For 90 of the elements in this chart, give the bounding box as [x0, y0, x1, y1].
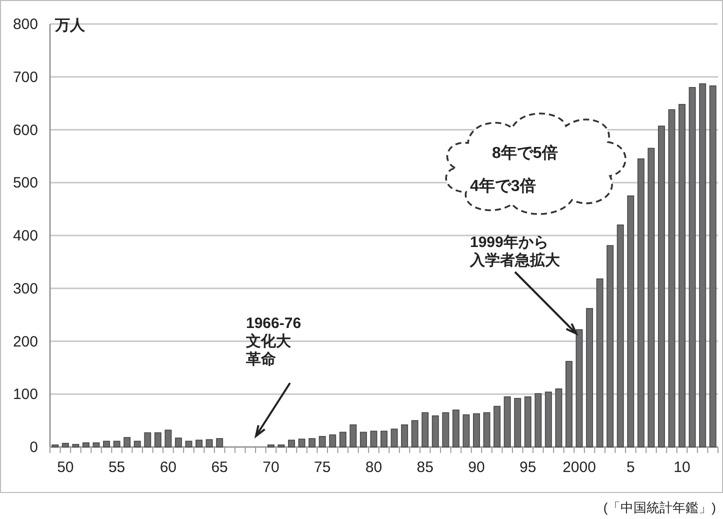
- bar: [473, 413, 480, 448]
- bar: [174, 438, 182, 448]
- bar: [144, 432, 152, 448]
- bar: [658, 126, 665, 448]
- bar: [124, 437, 131, 448]
- bar: [72, 444, 80, 448]
- bar: [350, 424, 357, 448]
- bar: [411, 420, 418, 448]
- bar: [534, 393, 542, 448]
- bar: [288, 440, 295, 448]
- bar: [134, 440, 141, 448]
- annotation: 8年で5倍: [492, 144, 558, 162]
- bar: [688, 87, 696, 448]
- bar: [206, 439, 213, 448]
- y-tick-label: 500: [12, 174, 38, 192]
- y-tick-label: 600: [12, 122, 38, 139]
- bar: [514, 398, 522, 448]
- bar: [422, 412, 429, 448]
- bar: [709, 85, 716, 448]
- text: (「中国統計年鑑」): [603, 500, 716, 515]
- y-tick-label: 300: [12, 280, 38, 298]
- bar: [442, 412, 450, 448]
- y-tick-label: 200: [12, 333, 38, 350]
- bar: [566, 360, 572, 448]
- annotation: 文化大革命: [245, 333, 292, 368]
- bar: [452, 410, 460, 448]
- bar: [524, 396, 532, 448]
- bar: [504, 396, 511, 448]
- bar: [278, 444, 285, 448]
- bar: [637, 158, 644, 448]
- x-tick-label: 5: [626, 459, 635, 476]
- bar: [82, 442, 90, 448]
- y-tick-label: 700: [12, 68, 38, 86]
- bar: [401, 424, 408, 448]
- x-tick-label: 65: [211, 459, 228, 476]
- bar: [380, 430, 388, 448]
- x-tick-label: 60: [160, 459, 177, 476]
- bar: [699, 83, 706, 448]
- bar: [103, 440, 110, 448]
- x-tick-label: 50: [57, 459, 74, 476]
- y-axis-title: 万人: [54, 17, 86, 34]
- bar: [185, 440, 192, 448]
- y-tick-label: 100: [12, 386, 38, 404]
- annotation: 1966-76: [246, 315, 302, 332]
- bar: [339, 432, 346, 448]
- x-tick-label: 70: [262, 459, 280, 476]
- bar: [164, 430, 172, 448]
- bar: [627, 195, 634, 448]
- bar: [483, 412, 490, 448]
- bar: [329, 434, 336, 448]
- bar: [555, 388, 562, 448]
- bar: [606, 245, 614, 448]
- x-tick-label: 80: [365, 459, 382, 476]
- bar: [462, 414, 470, 448]
- bar: [267, 444, 274, 448]
- bar: [113, 440, 120, 448]
- bar: [596, 278, 604, 448]
- x-tick-label: 75: [314, 459, 331, 476]
- annotation: 4年で3倍: [470, 177, 536, 195]
- x-tick-label: 85: [416, 459, 434, 476]
- bar: [52, 444, 59, 448]
- y-tick-label: 0: [30, 439, 38, 456]
- bar: [308, 438, 316, 448]
- x-tick-label: 90: [468, 459, 485, 476]
- x-tick-label: 55: [108, 459, 126, 476]
- bar: [360, 432, 367, 448]
- bar: [544, 392, 552, 448]
- bar: [494, 406, 501, 448]
- bar: [216, 438, 224, 448]
- bar: [678, 104, 686, 448]
- bar: [390, 428, 398, 448]
- bar: [318, 436, 326, 448]
- x-tick-label: 2000: [562, 459, 596, 476]
- y-tick-label: 800: [12, 16, 38, 33]
- x-tick-label: 95: [520, 459, 536, 476]
- y-tick-label: 400: [12, 228, 38, 244]
- bar: [196, 440, 202, 448]
- bar: [616, 224, 624, 448]
- bar: [62, 442, 69, 448]
- bar: [154, 432, 162, 448]
- x-tick-label: 10: [674, 459, 690, 476]
- bar: [668, 109, 676, 448]
- bar: [92, 442, 100, 448]
- bar: [648, 148, 655, 448]
- bar: [370, 430, 378, 448]
- bar: [586, 308, 594, 448]
- annotation: 1999年から入学者急拡大: [469, 234, 561, 269]
- bar: [576, 329, 583, 448]
- bar: [432, 415, 439, 448]
- bar: [298, 438, 306, 448]
